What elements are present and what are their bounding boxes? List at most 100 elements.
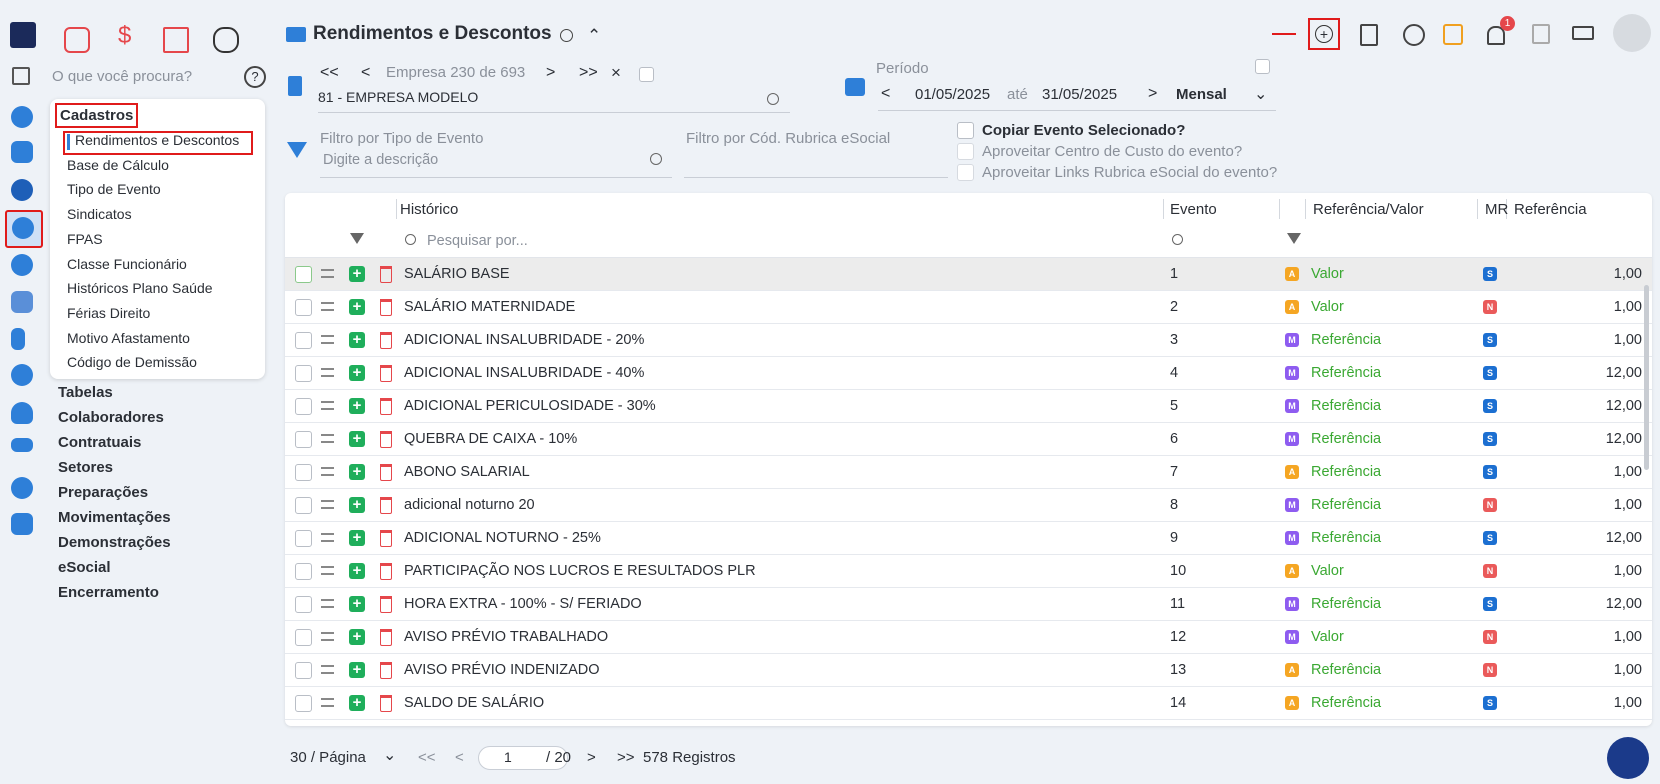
nav-last[interactable]: >>	[579, 64, 598, 81]
table-row[interactable]: + ABONO SALARIAL 7 A Referência S 1,00	[285, 456, 1652, 489]
drag-handle[interactable]	[321, 566, 334, 575]
table-row[interactable]: + AVISO PRÉVIO TRABALHADO 12 M Valor N 1,00	[285, 621, 1652, 654]
page-last[interactable]: >>	[617, 749, 635, 766]
menu-section[interactable]: Contratuais	[58, 434, 142, 451]
nav-prev[interactable]: <	[361, 64, 371, 81]
menu-section[interactable]: Preparações	[58, 484, 149, 501]
add-row-button[interactable]: +	[349, 299, 365, 315]
table-row[interactable]: + adicional noturno 20 8 M Referência N 1,00	[285, 489, 1652, 522]
nav-icon[interactable]	[11, 513, 33, 535]
add-row-button[interactable]: +	[349, 365, 365, 381]
page-first[interactable]: <<	[418, 749, 436, 766]
column-header[interactable]: MR	[1485, 201, 1509, 218]
delete-button[interactable]	[380, 629, 392, 646]
menu-item[interactable]: Classe Funcionário	[67, 255, 187, 272]
menu-item[interactable]: Código de Demissão	[67, 354, 197, 371]
scrollbar[interactable]	[1644, 285, 1649, 470]
nav-next[interactable]: >	[546, 64, 556, 81]
menu-section[interactable]: Encerramento	[58, 584, 159, 601]
drag-handle[interactable]	[321, 269, 334, 278]
drag-handle[interactable]	[321, 335, 334, 344]
avatar[interactable]	[1613, 14, 1651, 52]
menu-item[interactable]: Tipo de Evento	[67, 181, 161, 198]
add-row-button[interactable]: +	[349, 596, 365, 612]
drag-handle[interactable]	[321, 533, 334, 542]
add-row-button[interactable]: +	[349, 497, 365, 513]
add-button[interactable]	[1308, 18, 1340, 50]
option-label[interactable]: Aproveitar Links Rubrica eSocial do even…	[982, 164, 1278, 181]
drag-handle[interactable]	[321, 434, 334, 443]
row-checkbox[interactable]	[295, 332, 312, 349]
module-icon[interactable]	[213, 27, 239, 53]
menu-section-open[interactable]: Cadastros	[55, 103, 139, 128]
toolbar-icon[interactable]	[1403, 24, 1425, 46]
page-next[interactable]: >	[587, 749, 596, 766]
nav-icon[interactable]	[11, 106, 33, 128]
module-icon[interactable]: $	[118, 22, 132, 49]
period-end[interactable]: 31/05/2025	[1042, 86, 1118, 103]
row-checkbox[interactable]	[295, 365, 312, 382]
nav-icon[interactable]	[11, 254, 33, 276]
menu-item[interactable]: Motivo Afastamento	[67, 329, 190, 346]
delete-button[interactable]	[380, 365, 392, 382]
row-checkbox[interactable]	[295, 662, 312, 679]
menu-item[interactable]: Rendimentos e Descontos	[75, 132, 240, 148]
toolbar-icon[interactable]	[1487, 26, 1505, 45]
row-checkbox[interactable]	[295, 497, 312, 514]
nav-first[interactable]: <<	[320, 64, 339, 81]
page-size[interactable]: 30 / Página	[290, 749, 366, 766]
period-mode-chevron[interactable]: ⌄	[1254, 86, 1268, 103]
table-row[interactable]: + AVISO PRÉVIO INDENIZADO 13 A Referência N 1,…	[285, 654, 1652, 687]
search-placeholder[interactable]: O que você procura?	[52, 68, 193, 85]
delete-button[interactable]	[380, 332, 392, 349]
column-header[interactable]: Referência/Valor	[1313, 201, 1424, 218]
toolbar-icon[interactable]	[1572, 26, 1594, 40]
option-checkbox[interactable]	[957, 122, 974, 139]
collapse-icon[interactable]: ⌃	[587, 26, 602, 45]
row-checkbox[interactable]	[295, 629, 312, 646]
nav-icon[interactable]	[11, 364, 33, 386]
company-name[interactable]: 81 - EMPRESA MODELO	[318, 89, 479, 105]
period-next[interactable]: >	[1148, 85, 1158, 102]
row-checkbox[interactable]	[295, 431, 312, 448]
nav-icon[interactable]	[11, 477, 33, 499]
delete-button[interactable]	[380, 563, 392, 580]
table-search-placeholder[interactable]: Pesquisar por...	[427, 233, 528, 249]
add-row-button[interactable]: +	[349, 431, 365, 447]
menu-section[interactable]: Setores	[58, 459, 114, 476]
delete-button[interactable]	[380, 299, 392, 316]
row-checkbox[interactable]	[295, 266, 312, 283]
period-prev[interactable]: <	[881, 85, 891, 102]
delete-button[interactable]	[380, 662, 392, 679]
row-checkbox[interactable]	[295, 464, 312, 481]
row-checkbox[interactable]	[295, 299, 312, 316]
delete-button[interactable]	[380, 431, 392, 448]
drag-handle[interactable]	[321, 599, 334, 608]
nav-icon[interactable]	[12, 217, 34, 239]
option-checkbox[interactable]	[957, 164, 974, 181]
page-size-chevron[interactable]: ⌄	[383, 747, 397, 764]
add-row-button[interactable]: +	[349, 629, 365, 645]
period-start[interactable]: 01/05/2025	[915, 86, 991, 103]
assistant-avatar[interactable]	[1607, 737, 1649, 779]
row-checkbox[interactable]	[295, 596, 312, 613]
column-filter-icon[interactable]	[350, 233, 364, 244]
company-search-icon[interactable]	[767, 93, 779, 105]
nav-icon[interactable]	[12, 67, 30, 85]
drag-handle[interactable]	[321, 632, 334, 641]
table-row[interactable]: + SALDO DE SALÁRIO 14 A Referência S 1,00	[285, 687, 1652, 720]
module-icon[interactable]	[64, 27, 90, 53]
info-icon[interactable]	[560, 29, 573, 42]
page-input[interactable]: 1	[504, 749, 512, 765]
table-row[interactable]: + QUEBRA DE CAIXA - 10% 6 M Referência S 12,00	[285, 423, 1652, 456]
menu-section[interactable]: Colaboradores	[58, 409, 164, 426]
period-mode[interactable]: Mensal	[1176, 86, 1227, 103]
menu-item[interactable]: Sindicatos	[67, 206, 132, 223]
column-header[interactable]: Histórico	[400, 201, 459, 218]
page-prev[interactable]: <	[455, 749, 464, 766]
drag-handle[interactable]	[321, 302, 334, 311]
delete-button[interactable]	[380, 497, 392, 514]
drag-handle[interactable]	[321, 368, 334, 377]
delete-button[interactable]	[380, 530, 392, 547]
logo[interactable]	[10, 22, 36, 48]
